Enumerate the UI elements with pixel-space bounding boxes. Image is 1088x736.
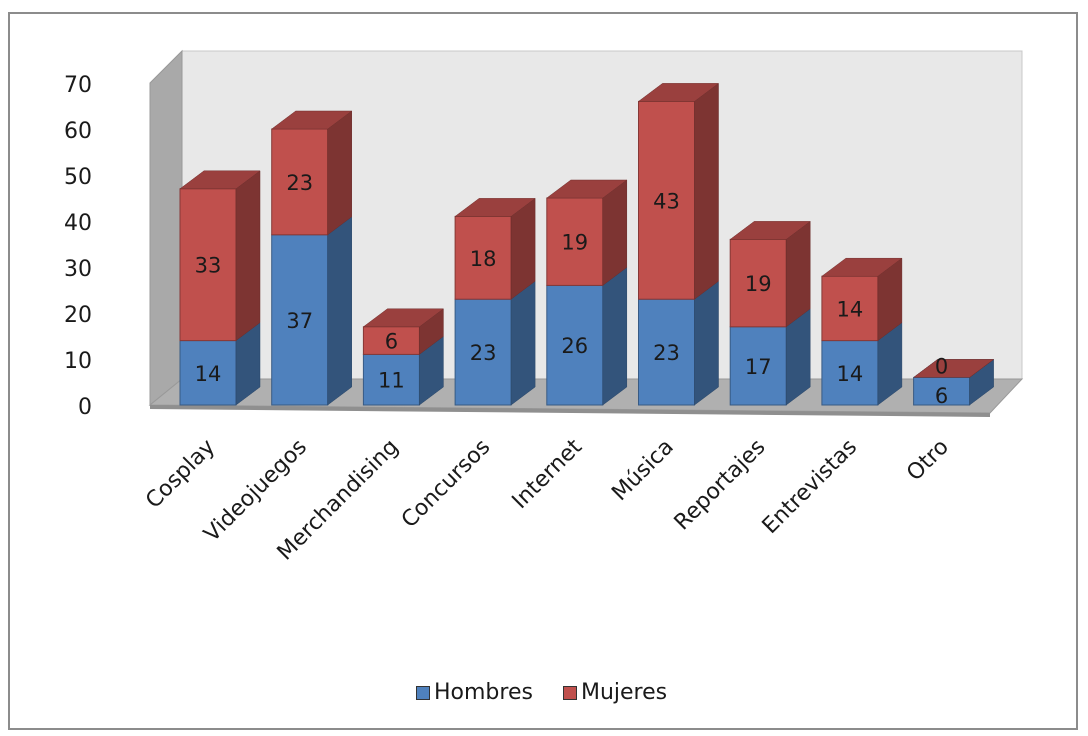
data-label-hombres-musica: 23: [653, 341, 680, 365]
bar-hombres-concursos: [454, 280, 536, 406]
bar-front: [638, 298, 695, 406]
bar-mujeres-videojuegos: [270, 110, 353, 236]
data-label-hombres-cosplay: 14: [195, 362, 222, 386]
bar-front: [454, 298, 512, 406]
bar-hombres-entrevistas: [821, 322, 903, 406]
legend-item-mujeres: Mujeres: [562, 680, 668, 705]
bar-side: [785, 220, 811, 328]
bar-mujeres-reportajes: [729, 220, 811, 328]
bar-front: [179, 188, 237, 342]
bar-mujeres-concursos: [454, 197, 536, 300]
bar-hombres-reportajes: [729, 308, 811, 406]
data-label-hombres-merchandising: 11: [378, 369, 405, 393]
bar-front: [271, 234, 329, 406]
bar-front: [729, 326, 787, 406]
x-tick-label-cosplay: Cosplay: [141, 435, 220, 514]
bar-front: [362, 326, 420, 355]
bar-front: [913, 376, 971, 406]
bar-top: [362, 308, 445, 328]
data-label-hombres-videojuegos: 37: [286, 309, 313, 333]
bar-top: [454, 198, 536, 217]
bar-side: [602, 266, 628, 406]
data-label-mujeres-entrevistas: 14: [837, 297, 864, 321]
bar-front: [362, 353, 420, 406]
y-tick-label: 50: [64, 165, 92, 190]
bar-side: [327, 110, 352, 236]
bar-mujeres-internet: [546, 179, 628, 286]
bar-hombres-videojuegos: [271, 216, 352, 406]
legend-label-hombres: Hombres: [434, 680, 533, 705]
bar-side: [694, 280, 719, 406]
x-tick-label-musica: Música: [607, 435, 678, 506]
bar-top: [546, 179, 628, 199]
y-axis: 0 10 20 30 40 50 60 70: [64, 73, 92, 420]
bar-front: [729, 238, 787, 328]
data-label-mujeres-reportajes: 19: [745, 272, 772, 296]
data-label-mujeres-musica: 43: [653, 189, 680, 213]
data-label-mujeres-otro: 0: [935, 354, 948, 378]
x-axis: CosplayVideojuegosMerchandisingConcursos…: [141, 434, 954, 565]
legend-label-mujeres: Mujeres: [580, 680, 668, 705]
bar-top: [179, 170, 261, 190]
x-tick-label-otro: Otro: [902, 435, 954, 487]
bar-front: [638, 100, 695, 300]
data-label-mujeres-concursos: 18: [470, 247, 497, 271]
data-label-hombres-concursos: 23: [470, 341, 497, 365]
bar-mujeres-entrevistas: [821, 257, 903, 342]
bar-side: [602, 179, 628, 286]
bar-front: [546, 197, 604, 286]
y-tick-label: 20: [64, 303, 92, 328]
data-label-hombres-internet: 26: [561, 334, 588, 358]
data-label-hombres-reportajes: 17: [745, 355, 772, 379]
bar-mujeres-merchandising: [362, 308, 445, 355]
legend-item-hombres: Hombres: [416, 680, 533, 705]
bar-top: [821, 257, 903, 277]
bar-mujeres-cosplay: [179, 170, 261, 342]
bar-top: [637, 83, 720, 102]
bar-side: [694, 82, 719, 300]
bar-front: [179, 340, 237, 406]
floor-edge: [150, 405, 990, 417]
data-label-mujeres-internet: 19: [561, 231, 588, 255]
bar-hombres-merchandising: [362, 335, 444, 406]
data-label-hombres-otro: 6: [935, 384, 948, 408]
bar-mujeres-otro: [912, 359, 995, 378]
bar-hombres-musica: [638, 280, 719, 406]
y-tick-label: 60: [64, 119, 92, 144]
side-wall: [149, 49, 183, 407]
legend-swatch-mujeres: [562, 685, 577, 700]
bar-top: [270, 110, 353, 130]
bar-side: [510, 280, 536, 406]
bar-mujeres-musica: [637, 82, 720, 300]
data-label-hombres-entrevistas: 14: [837, 362, 864, 386]
bar-hombres-internet: [546, 266, 628, 406]
y-tick-label: 10: [64, 349, 92, 374]
y-tick-label: 0: [78, 395, 92, 420]
data-label-mujeres-merchandising: 6: [385, 330, 398, 354]
bar-front: [821, 275, 879, 342]
bars: 14 33 37 23 11 6 23 18 26 19 23 43 17 19 14 14 6 0: [179, 82, 995, 408]
x-tick-label-concursos: Concursos: [397, 435, 495, 533]
bar-top: [912, 359, 995, 378]
bar-side: [235, 170, 261, 342]
bar-top: [729, 221, 811, 240]
bar-hombres-cosplay: [179, 322, 261, 406]
data-label-mujeres-cosplay: 33: [195, 254, 222, 278]
y-tick-label: 30: [64, 257, 92, 282]
bar-front: [821, 340, 879, 406]
x-tick-label-internet: Internet: [508, 434, 588, 514]
bar-side: [327, 216, 352, 406]
bar-front: [454, 215, 512, 300]
y-tick-label: 40: [64, 211, 92, 236]
data-label-mujeres-videojuegos: 23: [286, 171, 313, 195]
x-tick-label-reportajes: Reportajes: [670, 435, 771, 536]
bar-front: [546, 284, 604, 406]
y-tick-label: 70: [64, 73, 92, 98]
legend: Hombres Mujeres: [416, 680, 697, 705]
x-tick-label-entrevistas: Entrevistas: [758, 435, 862, 539]
legend-swatch-hombres: [416, 685, 430, 700]
